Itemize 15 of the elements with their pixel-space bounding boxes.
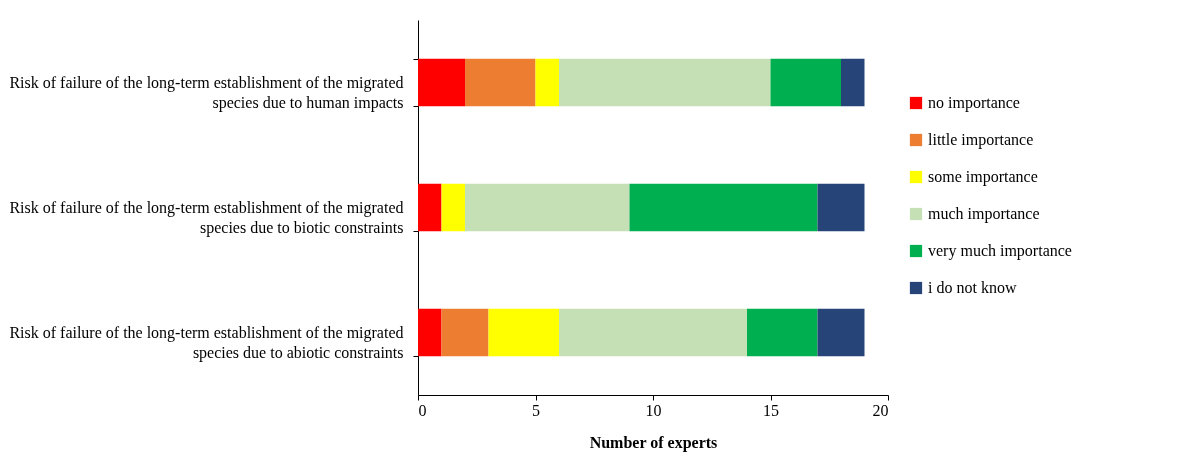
legend-label: much importance bbox=[928, 205, 1040, 223]
y-tick-label: Risk of failure of the long-term establishment of the migrated species due to biotic constraints bbox=[9, 199, 404, 237]
y-tick-label: Risk of failure of the long-term establishment of the migrated species due to abiotic constraints bbox=[9, 324, 404, 362]
legend-label: very much importance bbox=[928, 242, 1072, 260]
legend-label: some importance bbox=[928, 168, 1038, 186]
legend-label: no importance bbox=[928, 94, 1020, 112]
x-tick-label: 5 bbox=[532, 401, 540, 419]
x-tick-label: 10 bbox=[645, 401, 662, 419]
x-tick-label: 0 bbox=[418, 401, 427, 419]
legend-label: little importance bbox=[928, 131, 1034, 149]
legend-label: i do not know bbox=[928, 279, 1017, 296]
x-tick-label: 20 bbox=[872, 401, 889, 419]
x-tick-label: 15 bbox=[763, 401, 779, 419]
y-tick-label: Risk of failure of the long-term establishment of the migrated species due to human impacts bbox=[9, 74, 404, 112]
x-axis-title: Number of experts bbox=[589, 433, 718, 452]
